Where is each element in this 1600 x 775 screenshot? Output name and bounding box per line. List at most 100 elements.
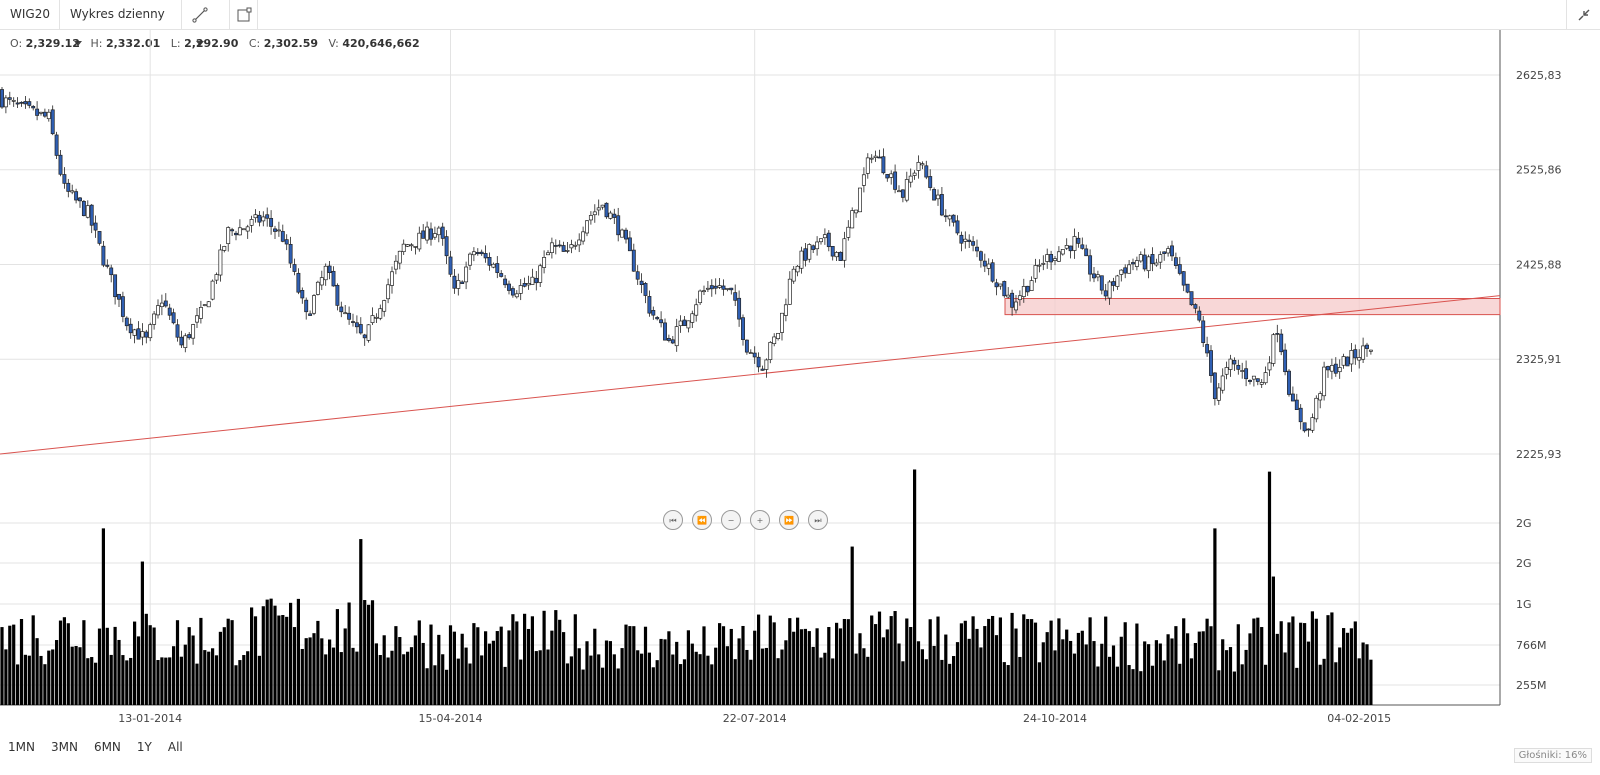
candle-down	[553, 245, 558, 247]
first-icon[interactable]: ⏮	[663, 510, 683, 530]
candle-down	[670, 339, 675, 344]
volume-bar	[398, 637, 402, 705]
candle-down	[292, 264, 297, 272]
candle-up	[1072, 236, 1077, 251]
volume-bar	[97, 628, 102, 705]
volume-bar	[562, 632, 566, 705]
candle-up	[858, 187, 862, 213]
range-3mn-button[interactable]: 3MN	[50, 740, 78, 754]
candle-down	[522, 283, 527, 287]
candle-up	[1263, 372, 1268, 384]
volume-bar	[300, 648, 304, 705]
candle-down	[1209, 350, 1213, 376]
candle-down	[803, 248, 808, 261]
volume-bar	[706, 655, 710, 705]
symbol-label[interactable]: WIG20	[0, 0, 60, 29]
volume-bar	[1369, 659, 1373, 705]
candle-up	[986, 263, 991, 269]
range-1mn-button[interactable]: 1MN	[8, 740, 35, 754]
resistance-zone[interactable]	[1004, 298, 1501, 316]
candle-down	[358, 324, 363, 334]
volume-bar	[1006, 665, 1010, 705]
trendline[interactable]	[0, 295, 1501, 455]
volume-bar	[1205, 618, 1209, 705]
candle-down	[885, 174, 890, 179]
candle-down	[78, 197, 82, 202]
shape-tool-button[interactable]	[230, 0, 258, 29]
candle-up	[702, 290, 706, 293]
candle-up	[947, 215, 952, 220]
volume-bar	[1361, 642, 1365, 705]
range-6mn-button[interactable]: 6MN	[93, 740, 121, 754]
candle-down	[15, 102, 20, 105]
volume-bar	[1236, 624, 1240, 705]
candle-down	[304, 299, 309, 313]
candle-down	[877, 156, 882, 159]
zoom-in-icon[interactable]: +	[750, 510, 770, 530]
volume-bar	[1002, 662, 1006, 705]
volume-bar	[363, 600, 367, 705]
range-all-button[interactable]: All	[167, 740, 183, 754]
candle-up	[432, 233, 437, 238]
volume-bar	[710, 664, 714, 705]
price-volume-chart[interactable]: 2625,83 2525,86 2425,88 2325,91 2225,93 2G 2G 1…	[0, 30, 1600, 733]
candle-up	[850, 210, 855, 229]
candle-down	[128, 323, 133, 334]
candle-down	[900, 189, 905, 198]
volume-bar	[550, 630, 554, 705]
candle-up	[245, 226, 250, 232]
volume-bar	[495, 631, 499, 705]
chart-type-dropdown[interactable]: Wykres dzienny	[60, 0, 182, 46]
volume-bar	[421, 642, 425, 705]
candle-down	[42, 111, 47, 117]
candle-up	[374, 316, 379, 319]
candle-down	[429, 228, 433, 240]
volume-bar	[320, 638, 324, 705]
volume-bar	[413, 635, 417, 705]
candle-up	[218, 249, 223, 276]
collapse-icon	[1578, 9, 1589, 20]
volume-bar	[238, 660, 242, 705]
volume-bar	[386, 657, 390, 705]
candle-up	[1006, 294, 1011, 298]
volume-bar	[339, 652, 343, 705]
candle-up	[366, 324, 371, 341]
range-1y-button[interactable]: 1Y	[136, 740, 152, 754]
candle-up	[1041, 262, 1046, 265]
volume-bar	[1041, 642, 1045, 705]
candle-down	[604, 202, 609, 218]
volume-bar	[105, 627, 109, 705]
volume-bar	[799, 629, 804, 705]
volume-bar	[1182, 618, 1186, 705]
candle-down	[1236, 364, 1241, 370]
zoom-out-icon[interactable]: −	[721, 510, 741, 530]
draw-tool-dropdown[interactable]	[182, 0, 230, 46]
candle-down	[955, 220, 960, 234]
candle-down	[163, 300, 168, 307]
volume-bar	[445, 669, 449, 705]
volume-bar	[82, 620, 86, 705]
volume-bar	[554, 610, 558, 705]
volume-bar	[1174, 626, 1178, 705]
candle-up	[1064, 245, 1069, 249]
volume-bar	[838, 628, 843, 705]
volume-bar	[565, 663, 570, 705]
candle-up	[1060, 249, 1065, 255]
volume-bar	[643, 626, 648, 705]
candle-up	[538, 265, 543, 283]
candle-up	[822, 234, 827, 239]
collapse-button[interactable]	[1566, 0, 1600, 29]
back-icon[interactable]: ⏪	[692, 510, 712, 530]
candle-down	[1181, 271, 1186, 286]
forward-icon[interactable]: ⏩	[779, 510, 799, 530]
volume-bar	[955, 642, 960, 705]
last-icon[interactable]: ⏭	[808, 510, 828, 530]
volume-bar	[1170, 638, 1174, 705]
candle-up	[1014, 301, 1018, 311]
close-label: C:	[248, 37, 261, 50]
volume-bar	[593, 628, 597, 705]
candle-down	[893, 171, 898, 190]
volume-bar	[1365, 644, 1369, 705]
candle-up	[963, 238, 968, 242]
candle-down	[631, 249, 636, 272]
